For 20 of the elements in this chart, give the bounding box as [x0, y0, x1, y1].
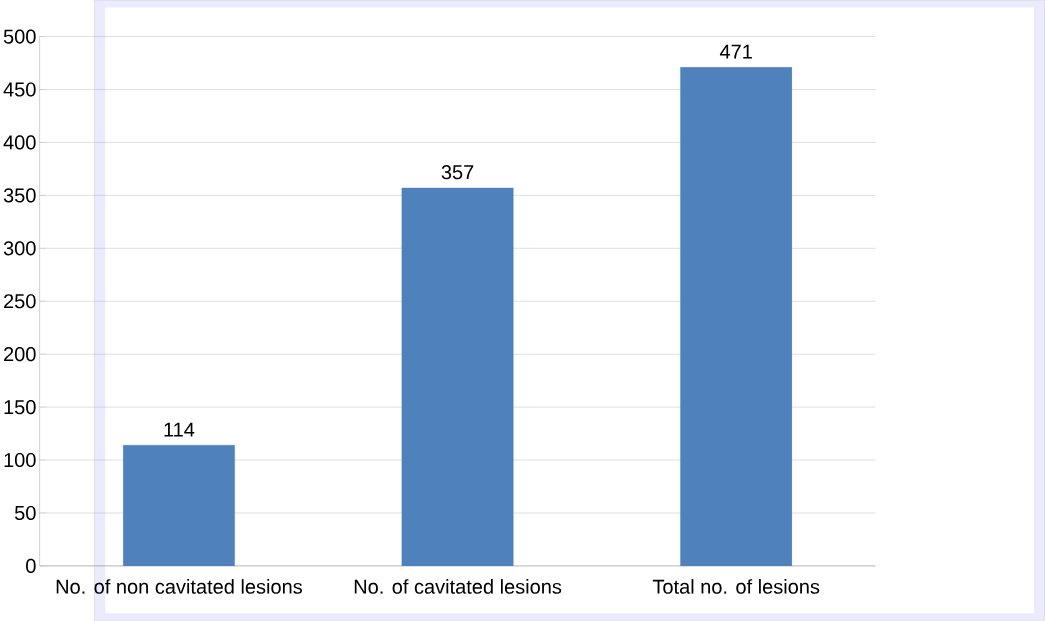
y-tick-label: 100 [4, 453, 36, 468]
bar [123, 445, 235, 567]
y-tick-label: 200 [4, 347, 36, 362]
y-tick-label: 300 [3, 241, 36, 256]
data-label: 114 [164, 422, 195, 437]
x-tick-label: No. of non cavitated lesions [56, 579, 302, 594]
y-tick-label: 500 [3, 29, 36, 44]
data-label: 471 [719, 45, 752, 59]
bar [680, 67, 793, 567]
y-tick-label: 350 [3, 188, 36, 203]
y-tick-label: 250 [4, 294, 36, 309]
y-tick-label: 400 [3, 135, 36, 150]
x-tick-label: No. of cavitated lesions [354, 579, 562, 594]
y-tick-label: 50 [14, 506, 36, 521]
y-tick-label: 450 [3, 82, 36, 97]
y-tick-label: 0 [26, 558, 36, 574]
x-tick-label: Total no. of lesions [652, 579, 820, 594]
y-tick-label: 150 [4, 400, 36, 415]
bar [401, 187, 514, 567]
data-label: 357 [441, 165, 474, 180]
